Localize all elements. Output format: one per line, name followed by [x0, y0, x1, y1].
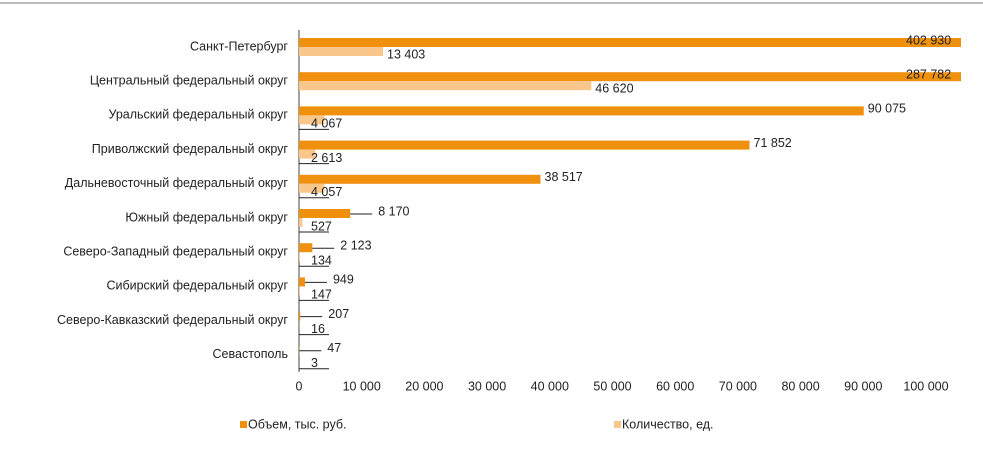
value-label: 46 620	[595, 81, 633, 95]
bar	[299, 115, 325, 125]
bar	[299, 38, 961, 47]
category-label: Дальневосточный федеральный округ	[65, 176, 289, 190]
x-tick-label: 30 000	[468, 379, 506, 393]
value-label: 147	[311, 288, 332, 302]
value-label: 8 170	[378, 204, 409, 218]
x-tick-label: 100 000	[903, 379, 948, 393]
value-label: 207	[328, 307, 349, 321]
value-label: 16	[311, 322, 325, 336]
x-tick-label: 60 000	[656, 379, 694, 393]
category-label: Северо-Кавказский федеральный округ	[57, 313, 288, 327]
x-tick-label: 40 000	[531, 379, 569, 393]
bar	[299, 218, 303, 227]
bar	[299, 209, 351, 218]
bar	[299, 252, 300, 262]
category-label: Приволжский федеральный округ	[92, 142, 289, 156]
category-label: Центральный федеральный округ	[90, 73, 289, 87]
value-label: 13 403	[387, 47, 425, 61]
category-label: Севастополь	[213, 347, 288, 361]
value-label: 4 057	[311, 185, 342, 199]
bar	[299, 72, 961, 82]
value-label: 4 067	[311, 117, 342, 131]
bars	[299, 38, 961, 364]
category-label: Уральский федеральный округ	[108, 108, 288, 122]
x-tick-label: 50 000	[593, 379, 631, 393]
x-tick-label: 70 000	[719, 379, 757, 393]
bar	[299, 81, 592, 91]
bar	[299, 243, 313, 253]
bar	[299, 149, 316, 159]
x-tick-label: 80 000	[781, 379, 819, 393]
value-label: 2 613	[311, 151, 342, 165]
category-label: Южный федеральный округ	[125, 210, 288, 224]
bar	[299, 174, 541, 184]
value-label: 134	[311, 253, 332, 267]
category-label: Северо-Западный федеральный округ	[63, 244, 288, 258]
category-label: Санкт-Петербург	[190, 39, 288, 53]
x-tick-label: 20 000	[405, 379, 443, 393]
x-tick-label: 0	[296, 379, 303, 393]
x-tick-label: 90 000	[844, 379, 882, 393]
value-label: 3	[311, 356, 318, 370]
bar	[299, 183, 325, 193]
value-label: 71 852	[754, 136, 792, 150]
legend-label: Количество, ед.	[622, 417, 714, 431]
bar	[299, 286, 300, 296]
bar	[299, 106, 864, 116]
bar	[299, 47, 384, 56]
value-label: 287 782	[906, 67, 951, 81]
legend-label: Объем, тыс. руб.	[248, 417, 347, 431]
x-tick-label: 10 000	[343, 379, 381, 393]
value-label: 527	[311, 219, 332, 233]
category-label: Сибирский федеральный округ	[106, 279, 288, 293]
bar	[299, 311, 301, 321]
legend-swatch	[240, 421, 247, 428]
value-label: 2 123	[340, 238, 371, 252]
value-label: 949	[333, 273, 354, 287]
legend-swatch	[614, 421, 621, 428]
value-label: 90 075	[868, 102, 906, 116]
value-label: 402 930	[906, 33, 951, 47]
bar	[299, 277, 305, 287]
bar	[299, 140, 750, 150]
value-label: 38 517	[545, 170, 583, 184]
value-label: 47	[327, 341, 341, 355]
